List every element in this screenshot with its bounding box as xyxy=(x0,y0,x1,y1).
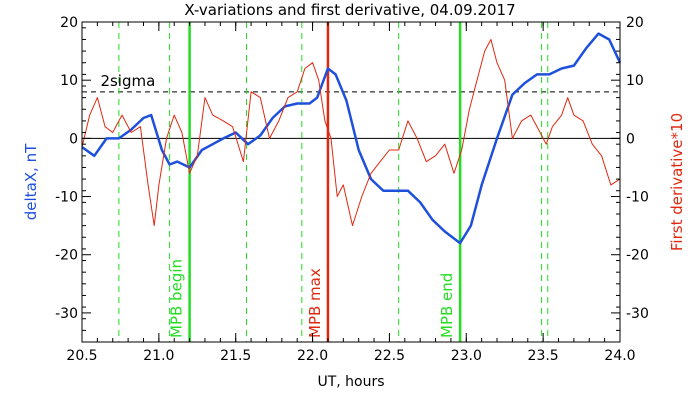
x-tick-label: 23.0 xyxy=(451,348,482,364)
y-tick-label-right: 20 xyxy=(626,15,644,31)
solid-marker-label: MPB max xyxy=(306,268,324,338)
x-tick-label: 20.5 xyxy=(66,348,97,364)
x-tick-label: 24.0 xyxy=(604,348,635,364)
y-tick-label-right: -20 xyxy=(626,248,649,264)
y-axis-label-right: First derivative*10 xyxy=(668,113,686,251)
y-tick-label-left: 10 xyxy=(60,73,78,89)
threshold-label: 2sigma xyxy=(100,72,155,90)
y-tick-label-left: 20 xyxy=(60,15,78,31)
plot-frame xyxy=(81,21,621,343)
y-tick-label-right: 10 xyxy=(626,73,644,89)
plot-area: 2sigma MPB begin MPB max MPB end xyxy=(81,21,622,343)
y-axis-label-left: deltaX, nT xyxy=(22,143,40,220)
deltax-series-line xyxy=(81,32,622,245)
y-tick-label-left: -30 xyxy=(55,306,78,322)
x-tick-label: 21.5 xyxy=(220,348,251,364)
solid-marker-label: MPB end xyxy=(438,273,456,338)
y-tick-label-right: -30 xyxy=(626,306,649,322)
x-axis-label: UT, hours xyxy=(317,374,384,390)
x-tick-label: 21.0 xyxy=(143,348,174,364)
chart-title: X-variations and first derivative, 04.09… xyxy=(184,1,515,19)
solid-marker-label: MPB begin xyxy=(168,259,186,338)
y-tick-label-left: 0 xyxy=(69,131,78,147)
y-tick-label-right: 0 xyxy=(626,131,635,147)
y-tick-label-left: -20 xyxy=(55,248,78,264)
y-tick-label-left: -10 xyxy=(55,190,78,206)
x-tick-label: 22.0 xyxy=(297,348,328,364)
derivative-series-line xyxy=(81,39,621,227)
x-tick-label: 23.5 xyxy=(528,348,559,364)
x-tick-label: 22.5 xyxy=(374,348,405,364)
y-tick-label-right: -10 xyxy=(626,190,649,206)
